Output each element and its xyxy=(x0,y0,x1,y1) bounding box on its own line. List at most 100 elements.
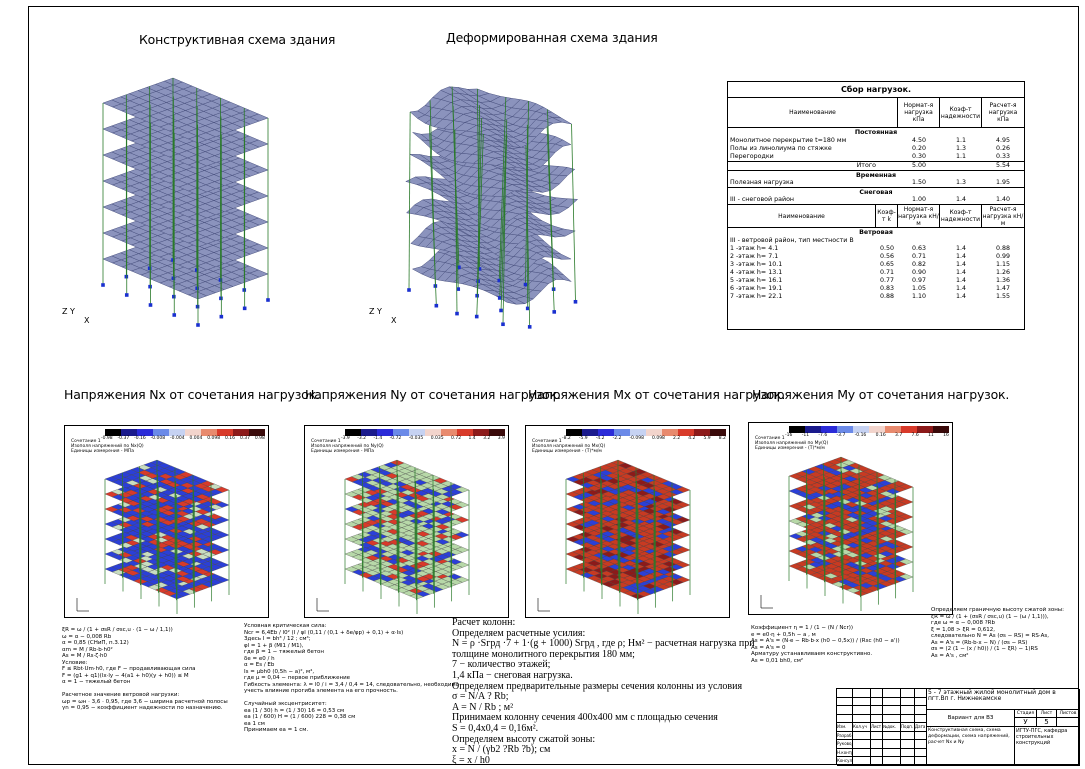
tick-label: 0.098 xyxy=(652,436,665,441)
calc-line: As = A's , см² xyxy=(931,652,969,659)
tick-label: -0.035 xyxy=(408,436,424,441)
calc-line: Расчет колонн: xyxy=(452,617,516,628)
load-table-body-1: Постоянная Монолитное перекрытие t=180 мм… xyxy=(728,128,1024,204)
calc-line: Определяем высоту сжатой зоны: xyxy=(452,733,596,745)
calc-line: ea 1 см xyxy=(244,720,265,727)
load-table-body-2: Ветровая III - ветровой район, тип местно… xyxy=(728,228,1024,301)
stamp-cell: Разраб. xyxy=(837,731,853,740)
stress-model xyxy=(76,459,230,614)
tick-label: -5.9 xyxy=(578,436,588,441)
stamp-cell xyxy=(901,706,915,715)
table-row: III - снеговой район 1.00 1.4 1.40 xyxy=(730,196,1011,203)
nx-title: Напряжения Nx от сочетания нагрузок. xyxy=(64,387,320,402)
scale-ticks: -8.2 -5.9 -4.2 -2.2 -0.098 0.098 2.2 4.2 5.9 8.2 xyxy=(562,436,726,441)
drawing-frame xyxy=(28,6,1079,765)
load-table-header-2: Наименование Коэф-т k Нормат-я нагрузка … xyxy=(728,204,1024,228)
calc-line: F ≤ Rbt·Um·h0, где F − продавливающая си… xyxy=(62,666,196,672)
tick-label: 8.2 xyxy=(718,436,726,441)
constructive-model xyxy=(95,60,335,340)
calc-line: следовательно N = As (σs − RS) = RS·As, xyxy=(931,633,1049,639)
table-row: III - ветровой район, тип местности В xyxy=(730,237,854,244)
calc-line: где μ = 0,04 − первое приближение xyxy=(244,675,351,681)
stamp-cell: Изм. xyxy=(837,723,853,732)
stamp-cell: Лист xyxy=(1037,710,1057,718)
stamp-cell xyxy=(1057,718,1080,727)
stamp-cell xyxy=(853,757,871,766)
stamp-cell xyxy=(901,740,915,749)
stamp-cell: Листов xyxy=(1057,710,1080,718)
load-table-header: Наименование Нормат-я нагрузка кПа Коэф-… xyxy=(728,98,1024,128)
calc-line: Коэффициент η = 1 / (1 − (N / Ncr)) xyxy=(751,625,854,631)
table-row: Полезная нагрузка 1.50 1.3 1.95 xyxy=(730,179,1011,186)
calc-line: Ncr = 6,4Eb / l0² (I / φl (0,11 / (0,1 +… xyxy=(244,629,404,636)
stamp-cell: Подп. xyxy=(901,723,915,732)
stamp-cell xyxy=(901,714,915,723)
stamp-cell: Дата xyxy=(915,723,927,732)
stamp-cell xyxy=(871,748,883,757)
calc-line: As = A's = (N·e − Rb·b·x (h0 − 0,5x)) / … xyxy=(751,638,900,644)
constructive-title: Конструктивная схема здания xyxy=(139,32,336,47)
calc-line: Определяем расчетные усилия: xyxy=(452,627,586,639)
calc-line: ξR = ω / (1 + (σsR / σsc,u) (1 − (ω / 1,… xyxy=(931,613,1049,620)
calc-line: δe = e0 / h xyxy=(244,655,275,662)
calc-left: ξR = ω / (1 + σsR / σsc,u · (1 − ω / 1,1… xyxy=(62,627,228,712)
calc-line: σs = (2 (1 − (x / h0)) / (1 − ξR) − 1)RS xyxy=(931,646,1038,652)
calc-line: ξ = x / h0 xyxy=(452,754,490,766)
stamp-cell xyxy=(853,697,871,706)
tick-label: -3.2 xyxy=(357,436,366,441)
stamp-cell: Конструктивная схема, схема деформации, … xyxy=(927,727,1015,766)
table-row: 7 -этаж h= 22.1 0.88 1.10 1.4 1.55 xyxy=(730,293,1011,300)
tick-label: -0.008 xyxy=(150,436,166,441)
ny-panel: -3.9 -3.2 -1.4 -0.72 -0.035 0.035 0.72 1.4 3.2 3.… xyxy=(304,425,509,618)
stamp-cell xyxy=(837,697,853,706)
tick-label: 0.37 xyxy=(239,436,250,441)
tick-label: 5.9 xyxy=(703,436,711,441)
scale-ticks: -16 -11 -7.6 -3.7 -0.16 0.16 3.7 7.6 11 16 xyxy=(785,433,949,438)
tick-label: 0.72 xyxy=(451,436,462,441)
stamp-cell xyxy=(853,748,871,757)
tick-label: 3.7 xyxy=(895,433,903,438)
stamp-cell xyxy=(853,731,871,740)
tick-label: 16 xyxy=(943,433,949,438)
mx-panel: -8.2 -5.9 -4.2 -2.2 -0.098 0.098 2.2 4.2 5.9 8.2 С… xyxy=(525,425,730,618)
stamp-cell xyxy=(853,740,871,749)
table-section: Ветровая xyxy=(859,229,893,236)
panel-legend: Сочетание 1 Изополя напряжений по Mx(Q) Ед… xyxy=(532,439,606,454)
tick-label: -16 xyxy=(785,433,793,438)
stamp-cell xyxy=(853,714,871,723)
calc-line: x = N / (γb2 ?Rb ?b); см xyxy=(452,744,551,756)
table-row: Итого 5.00 5.54 xyxy=(856,162,1011,169)
calc-line: ξ = 1,08 > ξR = 0,612, xyxy=(931,626,996,633)
tick-label: -0.098 xyxy=(629,436,644,441)
calc-line: Арматуру устанавливаем конструктивно. xyxy=(751,651,873,657)
deformed-model xyxy=(395,60,655,345)
tick-label: 0.98 xyxy=(254,436,265,441)
panel-legend: Сочетание 1 Изополя напряжений по Nx(Q) Ед… xyxy=(71,439,144,454)
mx-title: Напряжения Mx от сочетания нагрузок. xyxy=(528,387,786,402)
stamp-cell xyxy=(853,706,871,715)
stamp-cell xyxy=(871,706,883,715)
color-scale xyxy=(105,429,265,436)
stamp-cell xyxy=(871,714,883,723)
calc-center: Расчет колонн: Определяем расчетные усили… xyxy=(452,617,755,766)
calc-line: σ = N/A ? Rb; xyxy=(452,691,509,703)
calc-line: Случайный эксцентриситет: xyxy=(244,701,327,707)
tick-label: -3.9 xyxy=(341,436,350,441)
calc-line: где ω = α − 0,008 ?Rb xyxy=(931,620,995,626)
tick-label: -0.16 xyxy=(134,436,146,441)
table-row: 1 -этаж h= 4.1 0.50 0.63 1.4 0.88 xyxy=(730,245,1011,252)
table-row: 3 -этаж h= 10.1 0.65 0.82 1.4 1.15 xyxy=(730,261,1011,268)
stamp-cell: 5 - 7 этажный жилой монолитный дом в пгт… xyxy=(927,689,1080,710)
stamp-cell xyxy=(883,748,901,757)
stamp-cell xyxy=(915,697,927,706)
calc-line: As = A's = (Rb·b·x − N) / (σs − RS) xyxy=(931,639,1028,646)
calc-line: Определяем граничную высоту сжатой зоны: xyxy=(931,607,1064,613)
stamp-cell xyxy=(915,706,927,715)
stamp-cell xyxy=(915,740,927,749)
stamp-cell xyxy=(837,706,853,715)
table-row: 5 -этаж h= 16.1 0.77 0.97 1.4 1.36 xyxy=(730,277,1011,284)
tick-label: -2.2 xyxy=(612,436,622,441)
stamp-cell: У xyxy=(1015,718,1037,727)
panel-legend: Сочетание 1 Изополя напряжений по My(Q) Ед… xyxy=(755,436,829,451)
